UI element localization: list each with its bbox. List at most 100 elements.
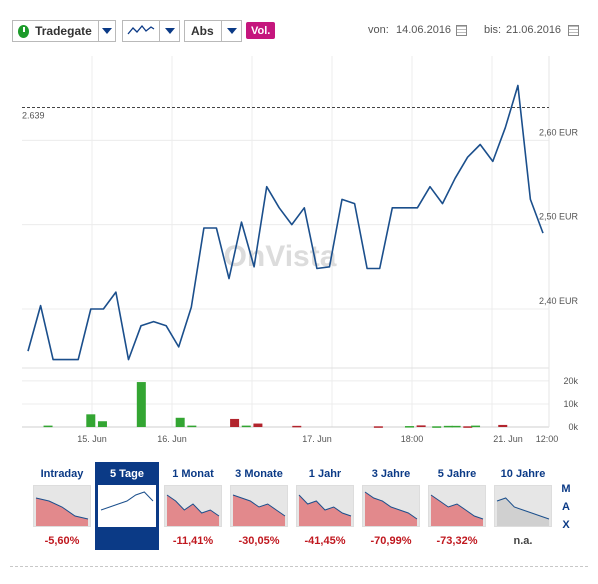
thumbnail-area (497, 498, 549, 526)
volume-bar (416, 425, 426, 427)
chevron-down-icon (97, 21, 115, 41)
volume-bar (292, 425, 302, 428)
y-tick-label: 2,60 EUR (539, 127, 579, 137)
period-tab[interactable]: 1 Jahr -41,45% (293, 462, 357, 550)
chart-type-select[interactable] (122, 20, 180, 42)
period-thumbnail (230, 485, 288, 527)
volume-bar (471, 425, 481, 428)
period-thumbnail (494, 485, 552, 527)
period-change: -41,45% (304, 535, 346, 547)
volume-tick-label: 10k (563, 399, 578, 409)
volume-bar (97, 421, 107, 427)
chart-grid (22, 56, 550, 428)
period-thumbnail (296, 485, 354, 527)
volume-bar (86, 414, 96, 427)
price-chart[interactable]: OnVista 2.639 2,40 EUR 2,50 EUR 2,60 EUR 20… (0, 48, 598, 448)
chevron-down-icon (159, 21, 179, 41)
volume-series (43, 382, 508, 428)
price-line (27, 84, 544, 361)
thumbnail-line (364, 491, 418, 520)
thumbnail-line (430, 494, 484, 520)
thumbnail-line (35, 497, 89, 520)
x-tick-label: 21. Jun (493, 434, 523, 444)
x-tick-label: 18:00 (401, 434, 424, 444)
volume-toggle-button[interactable]: Vol. (246, 22, 276, 39)
reference-value-label: 2.639 (22, 110, 45, 120)
thumbnail-area (36, 498, 88, 526)
thumbnail-area (167, 495, 219, 526)
period-tab[interactable]: 3 Monate -30,05% (227, 462, 291, 550)
x-axis: 15. Jun 16. Jun 17. Jun 18:00 21. Jun 12:00 (77, 434, 558, 444)
period-tab[interactable]: 1 Monat -11,41% (161, 462, 225, 550)
period-label: 3 Jahre (371, 468, 411, 480)
volume-bar (451, 425, 461, 428)
period-tab[interactable]: 10 Jahre n.a. (491, 462, 555, 550)
volume-bar (253, 423, 263, 427)
period-label: 10 Jahre (500, 468, 546, 480)
to-label: bis: (484, 24, 502, 36)
volume-bar (443, 425, 453, 428)
period-change: n.a. (513, 535, 533, 547)
volume-bar (187, 425, 197, 428)
period-thumbnail (164, 485, 222, 527)
x-tick-label: 16. Jun (157, 434, 187, 444)
volume-bar (241, 425, 251, 428)
to-date[interactable]: 21.06.2016 (506, 24, 562, 36)
calendar-icon[interactable] (456, 25, 467, 36)
period-thumbnail (33, 485, 91, 527)
volume-bar (498, 424, 508, 427)
watermark: OnVista (224, 240, 337, 273)
period-tab[interactable]: Intraday -5,60% (30, 462, 94, 550)
x-tick-label: 17. Jun (302, 434, 332, 444)
period-change: -5,60% (44, 535, 80, 547)
period-change: -73,32% (436, 535, 478, 547)
x-tick-label: 12:00 (536, 434, 559, 444)
volume-bar (432, 426, 442, 428)
calendar-icon[interactable] (568, 25, 579, 36)
thumbnail-line (232, 494, 286, 517)
period-thumbnail (362, 485, 420, 527)
thumbnail-line (298, 494, 352, 517)
volume-tick-label: 20k (563, 376, 578, 386)
period-label: 5 Tage (109, 468, 145, 480)
period-tab[interactable]: 5 Tage (95, 462, 159, 550)
period-label: 3 Monate (235, 468, 283, 480)
y-axis: 2,40 EUR 2,50 EUR 2,60 EUR 20k 10k 0k (539, 127, 579, 432)
period-change: -30,05% (238, 535, 280, 547)
price-type-select[interactable]: Abs (184, 20, 242, 42)
period-label: 1 Jahr (308, 468, 342, 480)
exchange-select[interactable]: Tradegate (12, 20, 116, 42)
volume-bar (43, 425, 53, 428)
divider (10, 566, 588, 567)
thumbnail-line (166, 494, 220, 517)
y-tick-label: 2,50 EUR (539, 212, 579, 222)
thumbnail-line (496, 497, 550, 520)
x-tick-label: 15. Jun (77, 434, 107, 444)
exchange-label: Tradegate (35, 24, 92, 38)
volume-bar (373, 426, 383, 428)
price-series (27, 84, 544, 361)
live-status-icon (18, 24, 30, 38)
volume-bar (404, 426, 414, 428)
volume-bar (230, 418, 240, 427)
period-thumbnail (428, 485, 486, 527)
volume-bar (136, 382, 146, 427)
volume-bar (175, 417, 185, 427)
chevron-down-icon (221, 21, 241, 41)
thumbnail-line (100, 491, 154, 511)
volume-bar (463, 426, 473, 428)
reference-line: 2.639 (22, 106, 549, 120)
from-date[interactable]: 14.06.2016 (396, 24, 452, 36)
period-tab[interactable]: 5 Jahre -73,32% (425, 462, 489, 550)
period-label: Intraday (40, 468, 84, 480)
period-tab[interactable]: 3 Jahre -70,99% (359, 462, 423, 550)
volume-tick-label: 0k (568, 422, 578, 432)
y-tick-label: 2,40 EUR (539, 296, 579, 306)
period-change: -11,41% (172, 535, 214, 547)
period-label: 1 Monat (172, 468, 214, 480)
from-label: von: (368, 24, 389, 36)
period-label: 5 Jahre (437, 468, 477, 480)
price-type-label: Abs (191, 24, 214, 38)
